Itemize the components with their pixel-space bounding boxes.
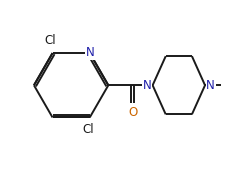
- Text: O: O: [128, 106, 137, 119]
- Text: Cl: Cl: [44, 34, 56, 47]
- Text: N: N: [143, 79, 151, 92]
- Text: N: N: [206, 79, 215, 92]
- Text: N: N: [86, 46, 95, 59]
- Text: Cl: Cl: [82, 123, 94, 136]
